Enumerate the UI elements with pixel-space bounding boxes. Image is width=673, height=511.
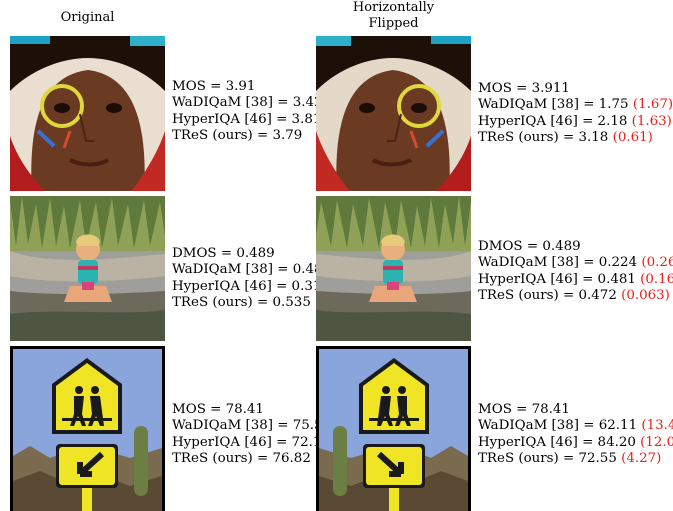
mos-value: MOS = 78.41 — [172, 402, 264, 417]
mos-value: MOS = 3.911 — [478, 81, 570, 96]
hyperiqa-value: HyperIQA [46] = 84.20 — [478, 434, 641, 450]
tres-score: TReS (ours) = 72.55 (4.27) — [478, 451, 673, 467]
girl-sand-image-original — [10, 196, 165, 341]
hyperiqa-score: HyperIQA [46] = 72.11 — [172, 434, 330, 450]
wadiqam-score: WaDIQaM [38] = 1.75 (1.67) — [478, 97, 673, 113]
header-original: Original — [60, 10, 115, 25]
dmos-value: DMOS = 0.489 — [172, 246, 275, 261]
header-flipped-line2: Flipped — [368, 16, 419, 31]
wadiqam-score: WaDIQaM [38] = 0.488 — [172, 262, 332, 278]
tres-diff: (0.063) — [621, 288, 670, 304]
wadiqam-diff: (13.4) — [641, 418, 673, 434]
mos-value: MOS = 3.91 — [172, 79, 256, 94]
tres-value: TReS (ours) = 72.55 — [478, 451, 622, 467]
wadiqam-score: WaDIQaM [38] = 3.42 — [172, 95, 323, 111]
tres-score: TReS (ours) = 76.82 — [172, 451, 311, 467]
wadiqam-value: WaDIQaM [38] = 1.75 — [478, 97, 633, 113]
hyperiqa-diff: (12.09) — [640, 434, 673, 450]
wadiqam-diff: (0.264) — [641, 255, 673, 271]
hyperiqa-diff: (1.63) — [631, 113, 672, 129]
tres-score: TReS (ours) = 0.535 — [172, 295, 311, 311]
mos-value: MOS = 78.41 — [478, 402, 570, 417]
hyperiqa-score: HyperIQA [46] = 0.315 — [172, 278, 330, 294]
tres-score: TReS (ours) = 3.18 (0.61) — [478, 130, 673, 146]
scores-original-3: MOS = 78.41 WaDIQaM [38] = 75.51 HyperIQ… — [172, 402, 331, 468]
girl-sand-image-flipped — [316, 196, 471, 341]
hyperiqa-score: HyperIQA [46] = 3.81 — [172, 111, 322, 127]
hyperiqa-score: HyperIQA [46] = 2.18 (1.63) — [478, 114, 673, 130]
wadiqam-value: WaDIQaM [38] = 62.11 — [478, 418, 642, 434]
wadiqam-score: WaDIQaM [38] = 0.224 (0.264) — [478, 255, 673, 271]
scores-flipped-1: MOS = 3.911 WaDIQaM [38] = 1.75 (1.67) H… — [478, 81, 673, 147]
hyperiqa-score: HyperIQA [46] = 84.20 (12.09) — [478, 435, 673, 451]
wadiqam-value: WaDIQaM [38] = 0.224 — [478, 255, 642, 271]
tres-diff: (0.61) — [612, 130, 653, 146]
child-face-image-flipped — [316, 36, 471, 191]
tres-diff: (4.27) — [621, 451, 662, 467]
scores-flipped-2: DMOS = 0.489 WaDIQaM [38] = 0.224 (0.264… — [478, 239, 673, 305]
scores-original-2: DMOS = 0.489 WaDIQaM [38] = 0.488 HyperI… — [172, 246, 331, 312]
child-face-image-original — [10, 36, 165, 191]
hyperiqa-score: HyperIQA [46] = 0.481 (0.166) — [478, 272, 673, 288]
header-flipped-line1: Horizontally — [352, 0, 435, 15]
crossing-sign-image-original — [10, 346, 165, 511]
hyperiqa-value: HyperIQA [46] = 2.18 — [478, 113, 632, 129]
wadiqam-score: WaDIQaM [38] = 75.51 — [172, 418, 332, 434]
crossing-sign-image-flipped — [316, 346, 471, 511]
dmos-value: DMOS = 0.489 — [478, 239, 581, 254]
tres-value: TReS (ours) = 3.18 — [478, 130, 613, 146]
hyperiqa-value: HyperIQA [46] = 0.481 — [478, 271, 641, 287]
wadiqam-score: WaDIQaM [38] = 62.11 (13.4) — [478, 418, 673, 434]
hyperiqa-diff: (0.166) — [640, 271, 673, 287]
scores-flipped-3: MOS = 78.41 WaDIQaM [38] = 62.11 (13.4) … — [478, 402, 673, 468]
wadiqam-diff: (1.67) — [632, 97, 673, 113]
tres-value: TReS (ours) = 0.472 — [478, 288, 622, 304]
tres-score: TReS (ours) = 3.79 — [172, 128, 303, 144]
header-flipped: Horizontally Flipped — [316, 0, 471, 32]
tres-score: TReS (ours) = 0.472 (0.063) — [478, 288, 673, 304]
scores-original-1: MOS = 3.91 WaDIQaM [38] = 3.42 HyperIQA … — [172, 79, 323, 145]
